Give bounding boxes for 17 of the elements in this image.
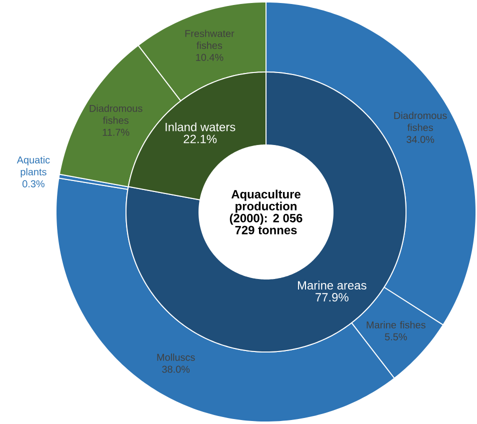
slice-label: Marine areas <box>298 280 366 290</box>
slice-label: Freshwater fishes <box>185 30 234 49</box>
text: Aquaculture production (2000): 2 056 729 tonnes <box>230 190 302 234</box>
data-label: 0.3% <box>22 180 44 188</box>
data-label: 77.9% <box>316 293 348 302</box>
data-label: 10.4% <box>196 54 224 61</box>
slice-label: Aquatic plants <box>16 156 50 178</box>
slice-label: Molluscs <box>157 354 195 361</box>
data-label: 38.0% <box>162 366 190 373</box>
data-label: 5.5% <box>384 333 407 340</box>
slice-label: Marine fishes <box>366 321 426 328</box>
data-label: 22.1% <box>184 134 217 144</box>
slice-label: Inland waters <box>166 122 236 132</box>
data-label: 11.7% <box>102 128 130 136</box>
slice-label: Diadromous fishes <box>90 104 142 124</box>
data-label: 34.0% <box>406 136 434 143</box>
slice-label: Diadromous fishes <box>394 112 447 132</box>
